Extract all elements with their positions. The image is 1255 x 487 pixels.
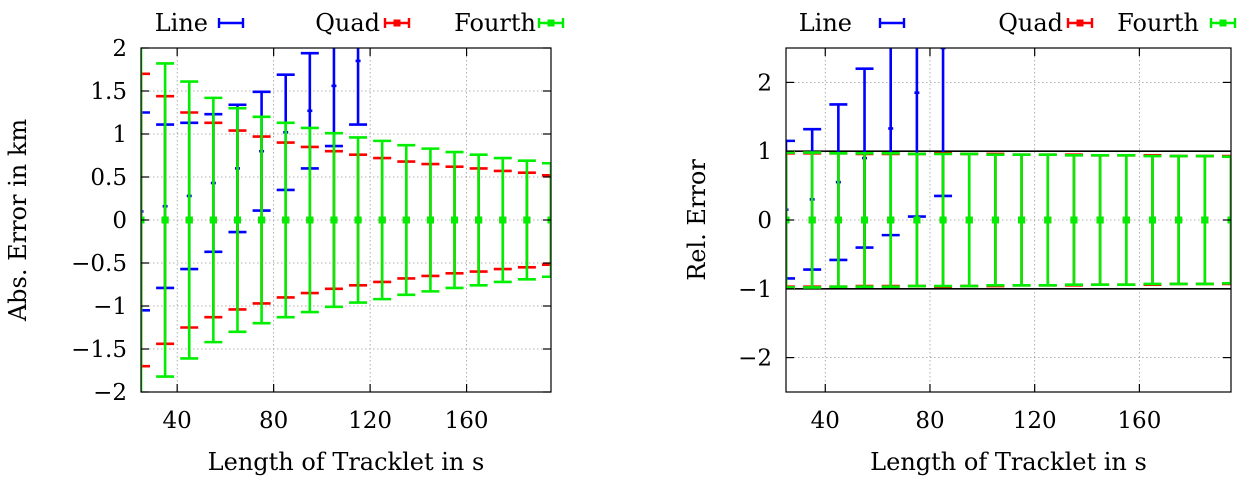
data-point	[523, 216, 531, 224]
legend-label: Line	[799, 9, 852, 37]
data-point	[991, 216, 999, 224]
y-tick-label: 2	[112, 36, 127, 62]
data-point	[861, 216, 869, 224]
data-point	[378, 216, 386, 224]
legend-label: Fourth	[1117, 9, 1199, 37]
y-axis-label: Abs. Error in km	[4, 119, 32, 323]
data-point	[913, 216, 921, 224]
x-tick-label: 160	[1117, 408, 1161, 434]
data-point	[965, 216, 973, 224]
series-line	[141, 48, 368, 312]
data-point	[185, 216, 193, 224]
data-point	[1070, 216, 1078, 224]
x-tick-label: 120	[348, 408, 392, 434]
data-point	[475, 216, 483, 224]
data-point	[258, 216, 266, 224]
plot-area	[141, 48, 551, 392]
data-point	[402, 216, 410, 224]
data-point	[1122, 216, 1130, 224]
y-tick-label: −0.5	[71, 251, 127, 277]
y-tick-label: 2	[757, 70, 772, 96]
data-point	[233, 216, 241, 224]
data-point	[939, 216, 947, 224]
x-tick-label: 160	[445, 408, 489, 434]
y-tick-label: 1	[757, 139, 772, 165]
data-point	[451, 216, 459, 224]
legend-marker	[1219, 19, 1227, 27]
y-tick-label: 0	[112, 208, 127, 234]
data-point	[426, 216, 434, 224]
right-chart-panel: 40 80 120 160 −2 −1 0 1 2 Length of Tracklet in s…	[683, 9, 1237, 476]
plot-frame	[785, 47, 1232, 393]
y-tick-label: 0.5	[90, 165, 127, 191]
data-point	[209, 216, 217, 224]
legend-label: Quad	[998, 9, 1063, 37]
data-point	[808, 216, 816, 224]
data-point	[354, 216, 362, 224]
legend-label: Fourth	[454, 9, 536, 37]
y-tick-label: −1	[93, 294, 127, 320]
data-point	[330, 216, 338, 224]
grid	[141, 47, 551, 393]
y-axis-label: Rel. Error	[683, 159, 711, 281]
y-tick-label: −2	[738, 346, 772, 372]
data-point	[306, 216, 314, 224]
x-axis-label: Length of Tracklet in s	[870, 448, 1147, 476]
y-tick-label: −2	[93, 380, 127, 406]
x-tick-label: 120	[1013, 408, 1057, 434]
x-tick-label: 40	[811, 408, 840, 434]
y-tick-label: −1.5	[71, 337, 127, 363]
legend-marker	[393, 19, 401, 27]
legend-label: Quad	[315, 9, 380, 37]
y-tick-label: 1	[112, 122, 127, 148]
data-point	[1148, 216, 1156, 224]
data-point	[887, 216, 895, 224]
y-tick-label: −1	[738, 277, 772, 303]
y-tick-label: 0	[757, 208, 772, 234]
data-point	[834, 216, 842, 224]
legend-label: Line	[155, 9, 208, 37]
grid	[786, 48, 1231, 392]
data-point	[1044, 216, 1052, 224]
x-tick-label: 80	[915, 408, 944, 434]
plot-area	[786, 48, 1231, 289]
x-axis-label: Length of Tracklet in s	[208, 448, 485, 476]
data-point	[1096, 216, 1104, 224]
x-tick-label: 80	[259, 408, 288, 434]
x-tick-label: 40	[163, 408, 192, 434]
legend: Line Quad Fourth	[155, 9, 565, 37]
data-point	[1175, 216, 1183, 224]
data-point	[161, 216, 169, 224]
data-point	[1018, 216, 1026, 224]
series-fourth	[786, 151, 1231, 289]
data-point	[282, 216, 290, 224]
data-point	[1201, 216, 1209, 224]
legend-marker	[547, 19, 555, 27]
y-tick-label: 1.5	[90, 79, 127, 105]
left-chart-panel: 40 80 120 160 −2 −1.5 −1 −0.5 0 0.5 1 1.5 2 Length of…	[4, 9, 565, 476]
legend: Line Quad Fourth	[799, 9, 1237, 37]
series-fourth	[141, 48, 551, 392]
data-point	[499, 216, 507, 224]
legend-marker	[1076, 19, 1084, 27]
